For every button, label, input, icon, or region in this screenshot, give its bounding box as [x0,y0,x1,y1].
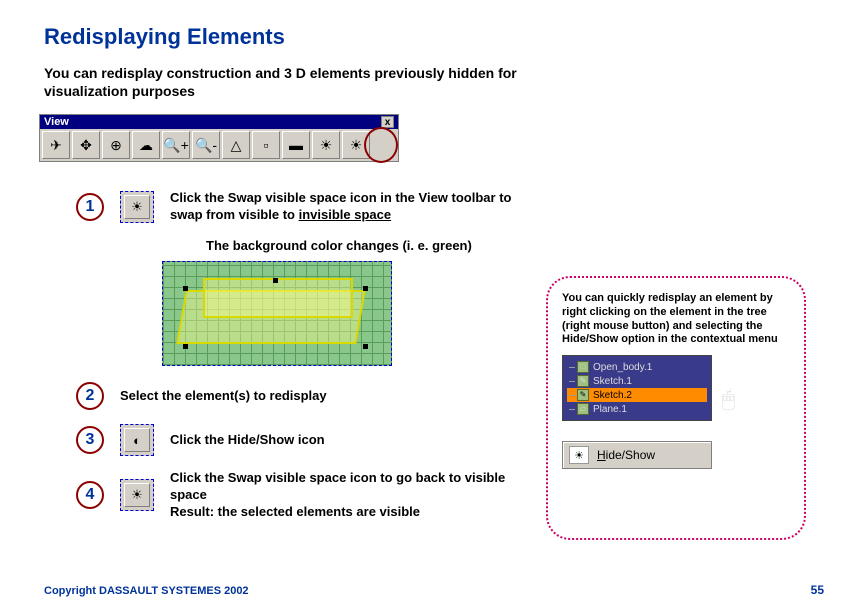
view-toolbar: View x ✈ ✥ ⊕ ☁ 🔍+ 🔍- △ ▫ ▬ ☀ ☀ [39,114,399,162]
step-1: 1 ☀ Click the Swap visible space icon in… [76,190,806,224]
background-note: The background color changes (i. e. gree… [206,238,806,253]
swap-visible-small-icon-2[interactable]: ☀ [124,483,150,507]
hide-show-menu-icon: ☀ [569,446,589,464]
fly-icon[interactable]: ✈ [42,131,70,159]
selection-handle [363,344,368,349]
fit-all-icon[interactable]: ✥ [72,131,100,159]
hide-show-icon[interactable]: ☀ [312,131,340,159]
tree-label: Sketch.2 [593,390,632,401]
body-icon: □ [577,361,589,373]
hide-show-menu-label: Hide/Show [597,448,655,462]
step-4-text: Click the Swap visible space icon to go … [170,470,540,521]
step-1-number: 1 [76,193,104,221]
hide-show-small-icon[interactable]: ◐ [124,428,150,452]
subtitle: You can redisplay construction and 3 D e… [44,64,584,100]
zoom-in-icon[interactable]: 🔍+ [162,131,190,159]
zoom-out-icon[interactable]: 🔍- [192,131,220,159]
green-viewport-preview [162,261,392,366]
highlight-circle [364,127,398,163]
tree-item[interactable]: □ Open_body.1 [567,360,707,374]
selection-handle [273,278,278,283]
page-number: 55 [811,583,824,597]
callout-text: You can quickly redisplay an element by … [562,292,790,347]
step-4-icon-box: ☀ [120,479,154,511]
view-mode-icon[interactable]: ▫ [252,131,280,159]
sketch-icon: ✎ [577,389,589,401]
step-1-icon-box: ☀ [120,191,154,223]
rotate-icon[interactable]: ☁ [132,131,160,159]
plane-icon: ▱ [577,403,589,415]
step-4-number: 4 [76,481,104,509]
copyright: Copyright DASSAULT SYSTEMES 2002 [44,585,249,597]
toolbar-titlebar: View x [40,115,398,129]
step-2-number: 2 [76,382,104,410]
page-title: Redisplaying Elements [44,24,806,50]
wireframe-outline [203,278,353,318]
step-1-text: Click the Swap visible space icon in the… [170,190,540,224]
mouse-icon: 🖱 [722,386,735,412]
tip-callout: You can quickly redisplay an element by … [546,276,806,540]
selection-handle [363,286,368,291]
step-3-number: 3 [76,426,104,454]
context-menu-item[interactable]: ☀ Hide/Show [562,441,712,469]
step-3-text: Click the Hide/Show icon [170,432,325,449]
tree-item[interactable]: ▱ Plane.1 [567,402,707,416]
shading-icon[interactable]: ▬ [282,131,310,159]
tree-label: Plane.1 [593,404,627,415]
pan-icon[interactable]: ⊕ [102,131,130,159]
toolbar-title-text: View [44,116,69,128]
toolbar-row: ✈ ✥ ⊕ ☁ 🔍+ 🔍- △ ▫ ▬ ☀ ☀ [40,129,398,161]
step-3-icon-box: ◐ [120,424,154,456]
tree-label: Sketch.1 [593,376,632,387]
tree-label: Open_body.1 [593,362,652,373]
tree-item-selected[interactable]: ✎ Sketch.2 [567,388,707,402]
selection-handle [183,286,188,291]
spec-tree: □ Open_body.1 ✎ Sketch.1 ✎ Sketch.2 ▱ Pl… [562,355,712,421]
selection-handle [183,344,188,349]
normal-view-icon[interactable]: △ [222,131,250,159]
step-2-text: Select the element(s) to redisplay [120,388,327,405]
sketch-icon: ✎ [577,375,589,387]
tree-item[interactable]: ✎ Sketch.1 [567,374,707,388]
swap-visible-small-icon[interactable]: ☀ [124,195,150,219]
